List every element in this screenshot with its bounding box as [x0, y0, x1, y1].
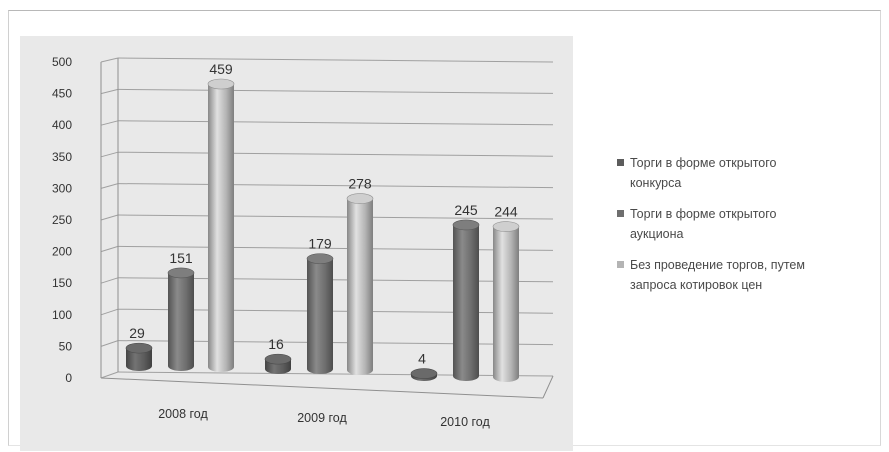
gridline	[117, 245, 554, 251]
bar	[347, 198, 373, 375]
gridline	[117, 57, 554, 63]
legend-label-auction-line1: Торги в форме открытого	[630, 207, 777, 221]
data-label: 278	[348, 176, 372, 192]
bar-top	[125, 342, 153, 354]
legend-label-quotation-line2: запроса котировок цен	[630, 278, 763, 292]
legend-item-auction: Торги в форме открытого аукциона	[617, 204, 879, 244]
y-tick-label: 100	[52, 308, 72, 322]
floor-right-edge	[542, 375, 554, 399]
gridline-side	[100, 371, 119, 379]
gridline	[117, 88, 554, 94]
gridline-side	[100, 245, 119, 253]
y-tick-label: 300	[52, 181, 72, 195]
legend-label-auction-line2: аукциона	[630, 227, 684, 241]
bar	[208, 84, 234, 372]
bar-top	[264, 353, 292, 365]
gridline-side	[100, 183, 119, 189]
bar	[493, 226, 519, 382]
legend-swatch-auction	[617, 210, 624, 217]
gridline-side	[100, 214, 119, 221]
y-tick-label: 500	[52, 55, 72, 69]
plot-background	[20, 36, 573, 451]
data-label: 179	[308, 236, 332, 252]
legend-label-quotation-line1: Без проведение торгов, путем	[630, 258, 805, 272]
bar-top	[410, 368, 438, 379]
bar-top	[452, 219, 480, 231]
bar-top	[207, 78, 235, 90]
data-label: 459	[209, 61, 233, 77]
bar	[126, 348, 152, 371]
bar-top	[492, 221, 520, 232]
y-tick-label: 350	[52, 150, 72, 164]
gridline-side	[100, 277, 119, 284]
y-tick-label: 450	[52, 87, 72, 101]
legend-item-contest: Торги в форме открытого конкурса	[617, 153, 879, 193]
y-tick-label: 400	[52, 118, 72, 132]
bar-top	[346, 193, 374, 204]
gridline	[117, 120, 554, 126]
data-label: 151	[169, 250, 193, 266]
gridline-side	[100, 340, 119, 347]
data-label: 245	[454, 202, 478, 218]
x-axis-line	[100, 377, 544, 399]
x-tick-label: 2010 год	[440, 415, 490, 429]
bar	[307, 258, 333, 374]
legend: Торги в форме открытого конкурса Торги в…	[617, 153, 879, 306]
legend-item-quotation: Без проведение торгов, путем запроса кот…	[617, 255, 879, 295]
gridline-side	[100, 151, 119, 158]
gridline-side	[100, 308, 119, 316]
data-label: 4	[418, 351, 426, 367]
x-tick-label: 2008 год	[158, 407, 208, 421]
bar	[453, 224, 479, 381]
data-label: 29	[129, 325, 145, 341]
y-tick-label: 150	[52, 276, 72, 290]
legend-label-contest-line1: Торги в форме открытого	[630, 156, 777, 170]
legend-swatch-quotation	[617, 261, 624, 268]
gridline	[117, 183, 554, 189]
y-tick-label: 200	[52, 245, 72, 259]
bar-top	[306, 253, 334, 264]
bar-top	[167, 267, 195, 279]
bar	[168, 272, 194, 371]
gridline	[117, 214, 554, 220]
legend-swatch-contest	[617, 159, 624, 166]
data-label: 244	[494, 204, 518, 220]
x-tick-label: 2009 год	[297, 411, 347, 425]
y-tick-label: 0	[65, 371, 72, 385]
gridline-side	[100, 57, 119, 63]
gridline	[117, 371, 554, 377]
legend-label-contest-line2: конкурса	[630, 176, 682, 190]
y-tick-label: 250	[52, 213, 72, 227]
gridline-side	[100, 88, 119, 95]
y-tick-label: 50	[59, 339, 73, 353]
gridline	[117, 151, 554, 157]
data-label: 16	[268, 336, 284, 352]
gridline-side	[100, 120, 119, 126]
